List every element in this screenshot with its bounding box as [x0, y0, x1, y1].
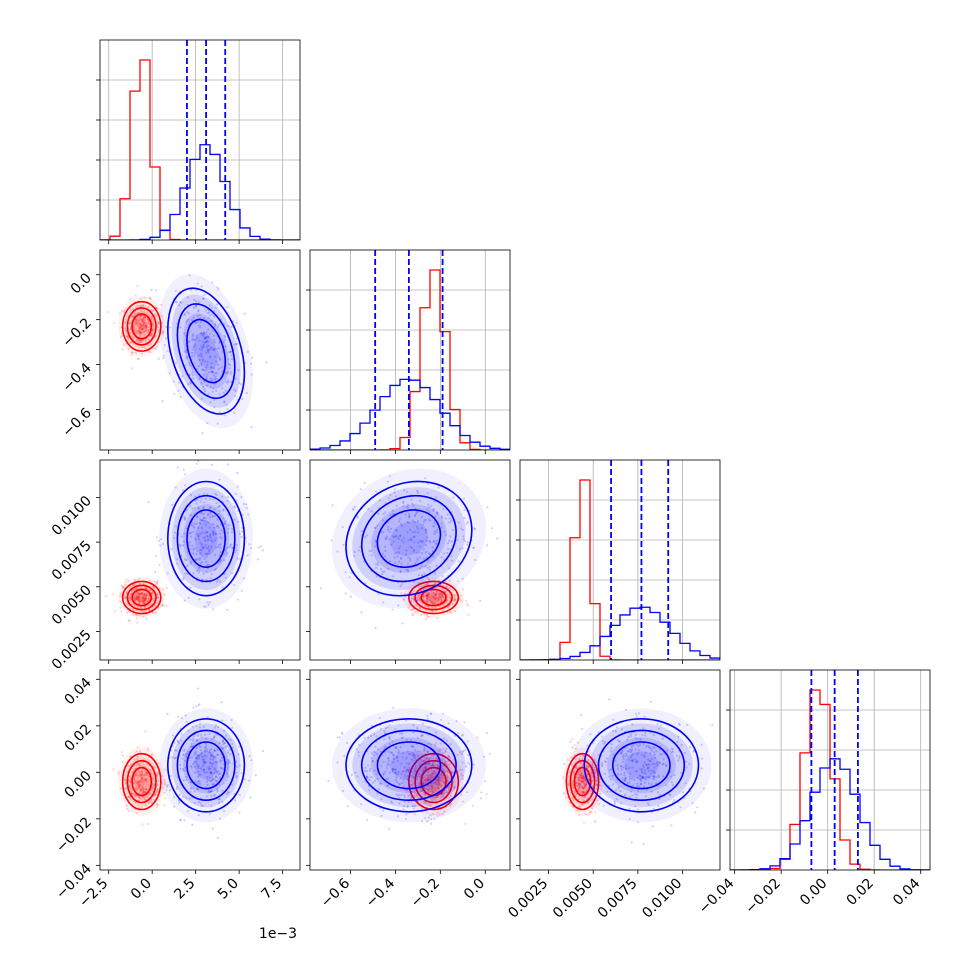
y-tick-label-1-2: −0.2 — [59, 315, 94, 350]
panel-frame-3-0 — [99, 669, 301, 871]
hist-red-0 — [100, 59, 300, 240]
y-tick-label-3-1: −0.02 — [53, 814, 95, 856]
y-tick-label-1-1: −0.4 — [59, 360, 94, 395]
contour-blue-3-0-2 — [186, 741, 226, 790]
contour-red-3-1-0 — [408, 752, 460, 811]
hist-red-3 — [730, 689, 930, 870]
panel-frame-2-2 — [519, 459, 721, 661]
panel-frame-3-1 — [309, 669, 511, 871]
scatter-blue-3-2 — [563, 698, 714, 846]
panel-1-1 — [306, 249, 511, 454]
contour-blue-3-0-0 — [166, 717, 246, 813]
panel-frame-2-0 — [99, 459, 301, 661]
y-tick-label-3-3: 0.02 — [61, 721, 94, 754]
x-tick-label-0-1: 0.0 — [128, 876, 155, 903]
contour-blue-2-0-0 — [166, 480, 246, 597]
x-tick-label-1-3: 0.0 — [461, 876, 488, 903]
x-tick-label-3-2: 0.00 — [797, 876, 830, 909]
panel-0-0 — [96, 39, 301, 244]
x-tick-label-1-1: −0.4 — [363, 875, 398, 910]
contour-red-2-0-0 — [121, 580, 162, 615]
panel-3-0: −2.5 0.0 2.5 5.0 7.5−0.04−0.020.000.020.04 — [53, 669, 301, 911]
contour-blue-3-1-2 — [376, 741, 442, 790]
contour-blue-2-1-1 — [360, 494, 457, 583]
x-tick-label-3-1: −0.02 — [742, 876, 784, 918]
y-tick-label-2-1: 0.0050 — [49, 582, 95, 628]
contour-blue-3-1-0 — [345, 717, 473, 813]
contour-red-2-1-1 — [414, 584, 453, 611]
contour-red-3-0-1 — [126, 759, 157, 804]
contour-blue-2-0-2 — [186, 509, 226, 568]
contour-red-3-1-1 — [414, 759, 453, 804]
panel-1-0: −0.6 −0.4 −0.2 0.0 — [59, 249, 301, 454]
contour-red-1-0-1 — [126, 307, 157, 346]
hist-blue-1 — [310, 378, 510, 450]
contour-red-2-0-2 — [131, 588, 153, 607]
scatter-red-3-2 — [562, 738, 604, 824]
contour-blue-1-0-2 — [186, 318, 227, 384]
x-tick-label-0-3: 5.0 — [215, 876, 242, 903]
contour-red-1-0-0 — [121, 300, 162, 352]
contour-red-1-0-2 — [131, 313, 153, 340]
x-tick-label-2-2: 0.0075 — [595, 876, 641, 922]
contour-blue-3-1-1 — [360, 729, 457, 801]
contour-blue-2-0-1 — [176, 494, 236, 583]
panel-3-3: −0.04 −0.02 0.00 0.02 0.04 — [696, 669, 931, 918]
hist-blue-3 — [730, 758, 930, 870]
contour-red-2-1-2 — [420, 588, 447, 607]
panel-2-2 — [516, 459, 721, 664]
y-tick-label-1-3: 0.0 — [68, 270, 95, 297]
contour-blue-2-1-0 — [345, 480, 473, 597]
y-tick-label-2-2: 0.0075 — [49, 538, 95, 584]
panel-frame-3-2 — [519, 669, 721, 871]
x-tick-label-3-0: −0.04 — [696, 875, 738, 917]
contour-red-3-0-0 — [121, 752, 162, 811]
scatter-blue-2-0 — [147, 460, 264, 612]
x-tick-label-0-4: 7.5 — [258, 876, 285, 903]
contour-red-2-0-1 — [126, 584, 157, 611]
panel-frame-1-0 — [99, 249, 301, 451]
panel-frame-3-3 — [729, 669, 931, 871]
contour-blue-3-2-1 — [597, 729, 686, 801]
x-tick-label-1-0: −0.6 — [318, 875, 353, 910]
contour-red-3-2-0 — [565, 752, 600, 811]
hist-blue-2 — [520, 606, 720, 660]
hist-red-1 — [310, 269, 510, 450]
contour-blue-3-0-1 — [176, 729, 236, 801]
x-tick-label-1-2: −0.2 — [408, 876, 443, 911]
contour-red-3-2-1 — [569, 759, 596, 804]
contour-red-2-1-0 — [408, 580, 460, 615]
y-tick-label-1-0: −0.6 — [59, 405, 94, 440]
hist-red-2 — [520, 479, 720, 660]
scatter-blue-3-1 — [327, 706, 491, 830]
contour-blue-1-0-0 — [167, 287, 246, 415]
contour-red-3-0-2 — [131, 766, 153, 797]
panel-2-1 — [306, 459, 511, 664]
panel-frame-1-1 — [309, 249, 511, 451]
y-tick-label-2-0: 0.0025 — [49, 627, 95, 673]
contour-blue-3-2-0 — [583, 717, 700, 813]
contour-blue-1-0-1 — [176, 303, 236, 400]
y-tick-label-3-4: 0.04 — [61, 675, 94, 708]
panel-frame-0-0 — [99, 39, 301, 241]
x-tick-label-2-0: 0.0025 — [505, 876, 551, 922]
x-tick-label-2-1: 0.0050 — [550, 876, 596, 922]
x-tick-label-2-3: 0.0100 — [639, 876, 685, 922]
x-tick-label-0-2: 2.5 — [171, 876, 198, 903]
x-scale-note: 1e−3 — [259, 926, 297, 942]
x-tick-label-3-3: 0.02 — [844, 876, 877, 909]
panel-frame-2-1 — [309, 459, 511, 661]
contour-red-3-2-2 — [573, 766, 592, 797]
contour-blue-3-2-2 — [612, 741, 671, 790]
scatter-blue-3-0 — [150, 687, 265, 840]
y-tick-label-3-2: 0.00 — [61, 768, 94, 801]
panel-3-1: −0.6 −0.4 −0.2 0.0 — [306, 669, 511, 911]
y-tick-label-2-3: 0.0100 — [49, 493, 95, 539]
x-tick-label-3-4: 0.04 — [890, 875, 923, 908]
contour-blue-2-1-2 — [376, 509, 442, 569]
